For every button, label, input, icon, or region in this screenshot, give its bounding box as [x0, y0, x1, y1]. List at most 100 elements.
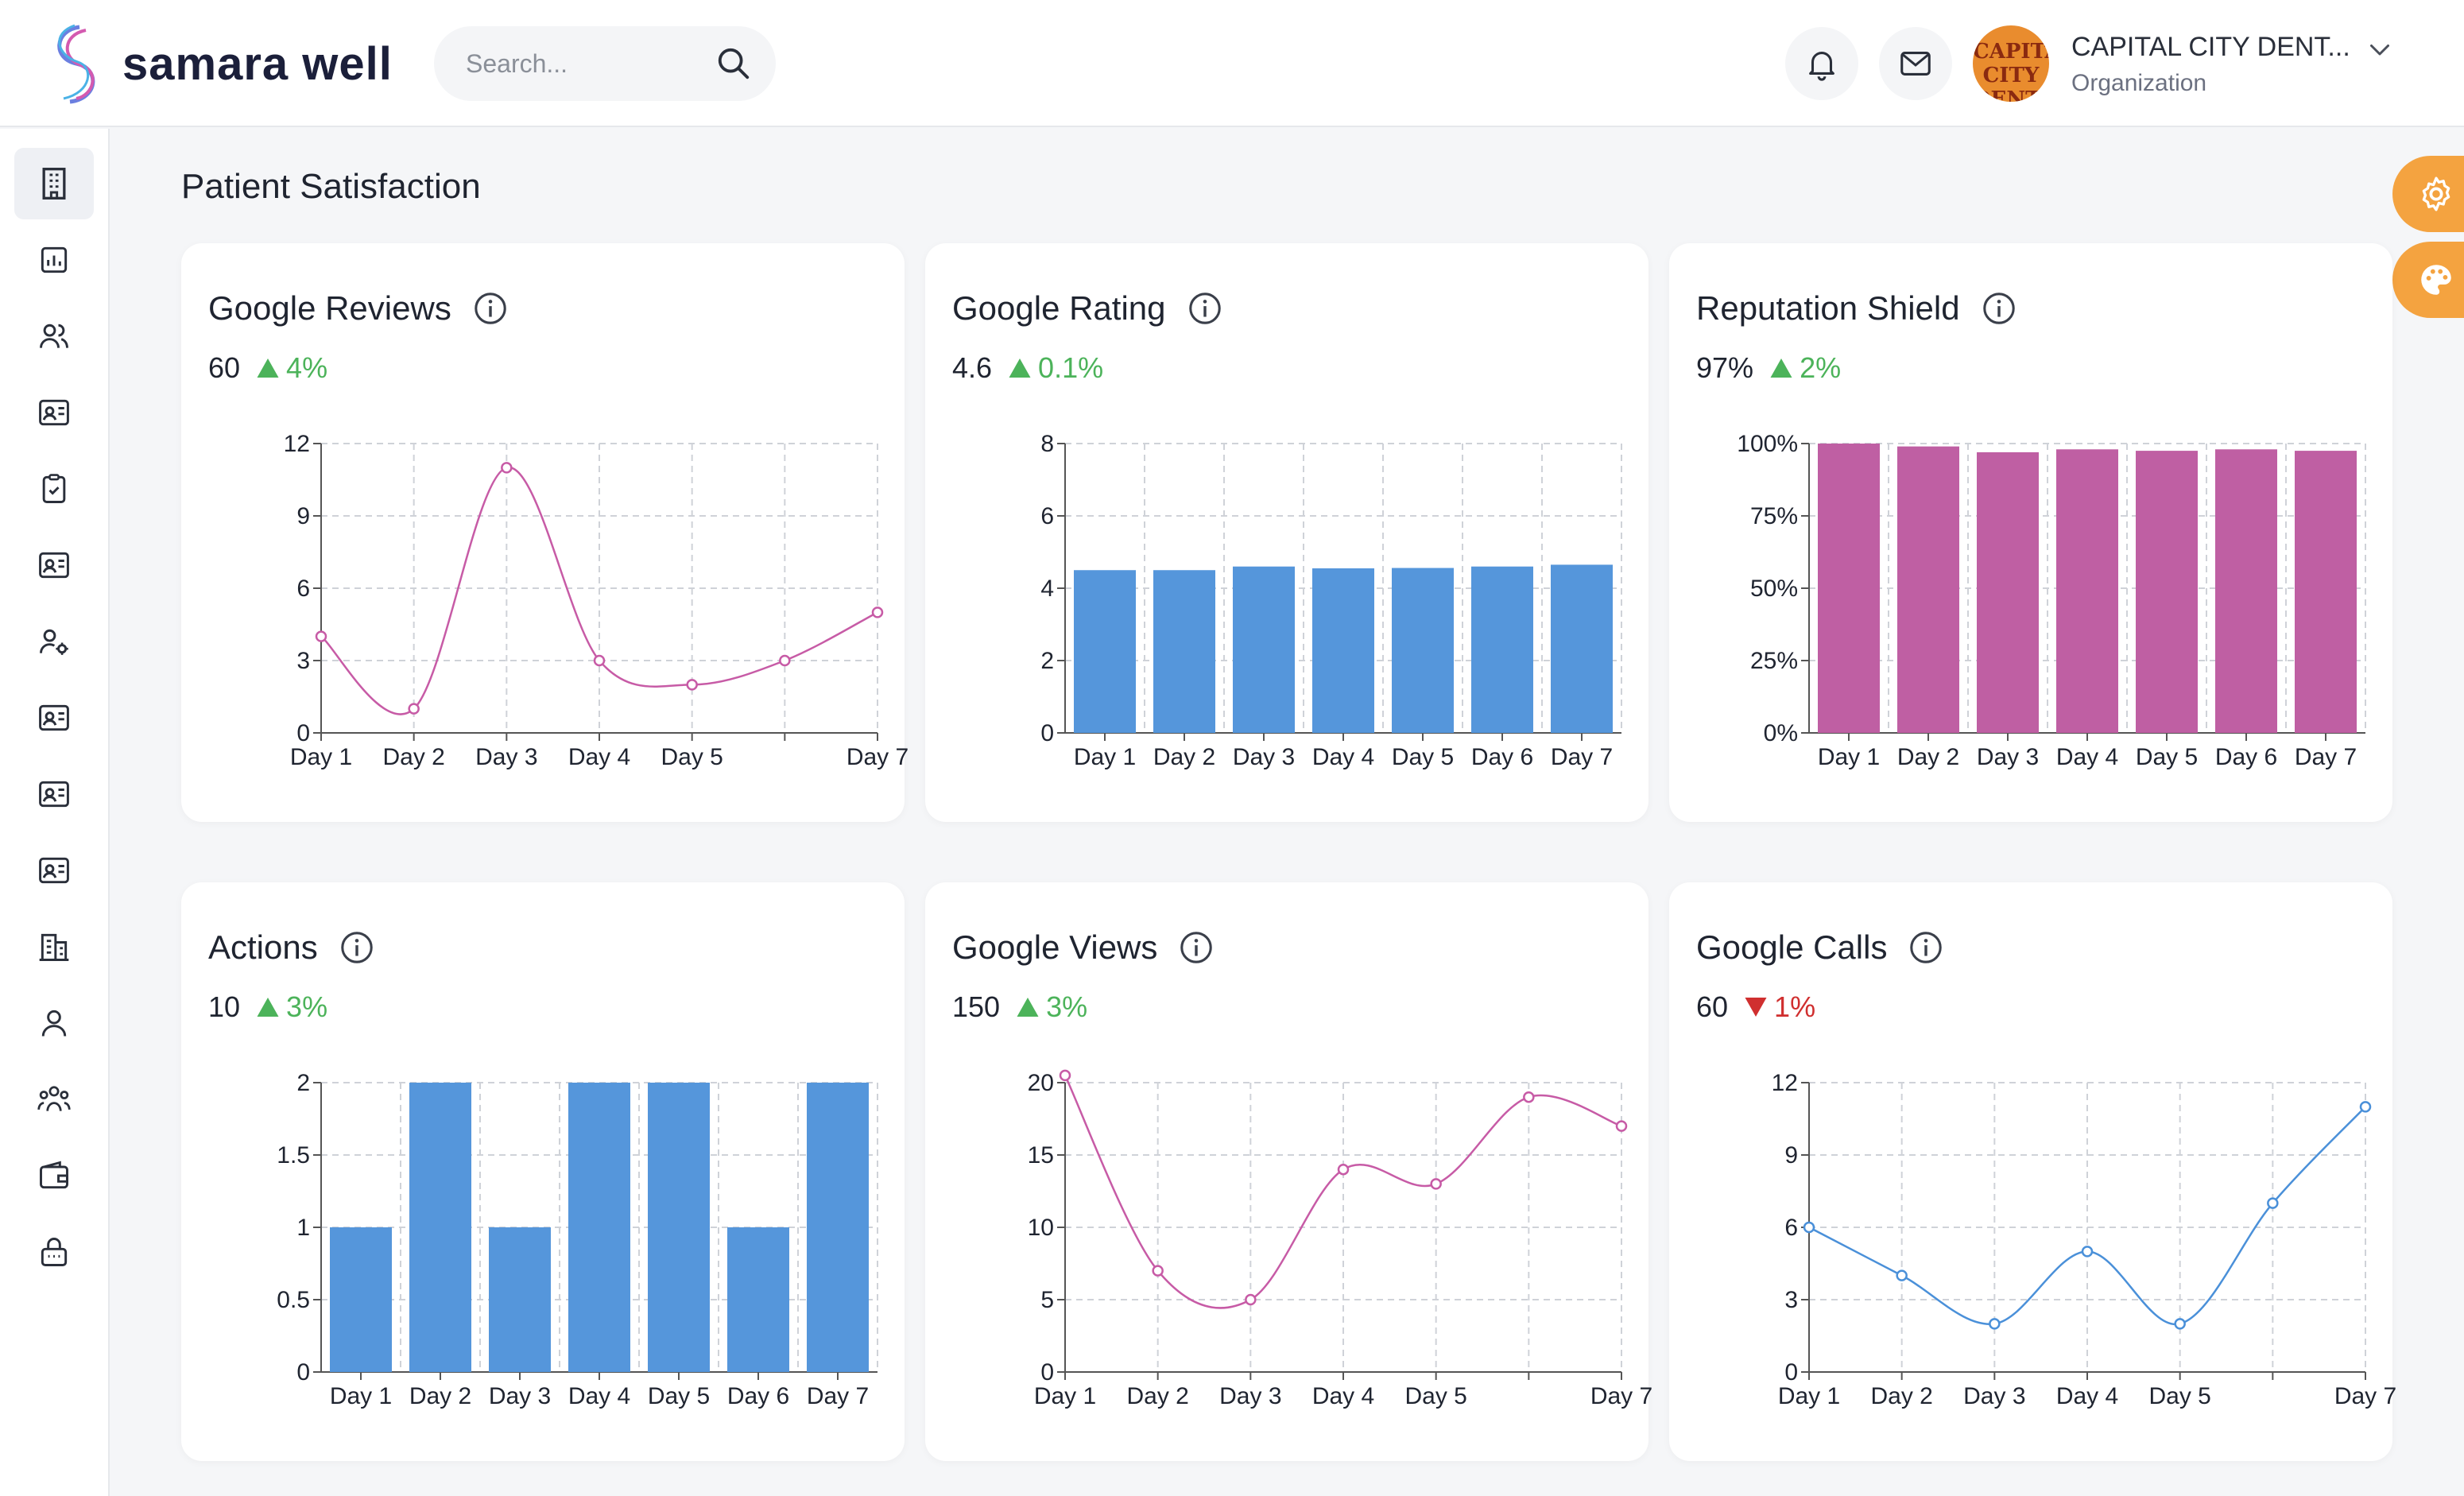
brand-swirl-icon [57, 24, 95, 104]
y-tick-label: 0.5 [277, 1287, 310, 1313]
x-tick-label: Day 5 [1404, 1383, 1466, 1409]
x-tick-label: Day 2 [1870, 1383, 1932, 1409]
chart-svg: 0% 25% 50% 75% 100% Day 1 Day 2 Day 3 Day 4 Day 5… [1737, 431, 2366, 770]
sidebar-item-secure[interactable] [14, 1216, 94, 1288]
chart-svg: 0 2 4 6 8 Day 1 Day 2 Day 3 Day 4 Day 5 Day 6 Day 7 [1040, 431, 1622, 770]
x-tick-label: Day 4 [2056, 1383, 2118, 1409]
bar [1312, 568, 1374, 733]
bar [1977, 452, 2039, 733]
y-tick-label: 4 [1040, 576, 1054, 602]
bar [648, 1083, 710, 1372]
chart-reputation-shield: 0% 25% 50% 75% 100% Day 1 Day 2 Day 3 Day 4 Day 5… [1669, 410, 2392, 824]
data-point [686, 679, 698, 691]
chart-google-views: 0 5 10 15 20 Day 1 Day 2 Day 3 Day 4 Day 5 Day 7 [925, 1049, 1652, 1463]
info-icon[interactable] [1908, 929, 1944, 966]
settings-float-button[interactable] [2392, 156, 2464, 232]
notifications-button[interactable] [1785, 27, 1858, 100]
data-point [2174, 1318, 2186, 1330]
sidebar-item-building[interactable] [14, 148, 94, 219]
bar [1471, 566, 1533, 733]
sidebar-item-offices[interactable] [14, 911, 94, 982]
organization-avatar[interactable]: CAPITAL CITY DENTAL [1973, 25, 2049, 102]
user-icon [41, 1010, 67, 1037]
x-tick-label: Day 1 [290, 744, 352, 770]
x-tick-label: Day 3 [1219, 1383, 1281, 1409]
data-point [501, 462, 513, 474]
x-tick-label: Day 3 [475, 744, 537, 770]
sidebar-item-users[interactable] [14, 300, 94, 372]
wallet-icon [40, 1161, 68, 1189]
x-tick-label: Day 2 [1126, 1383, 1188, 1409]
data-point [2267, 1197, 2279, 1209]
y-tick-label: 50% [1750, 576, 1798, 602]
bar [2136, 451, 2198, 733]
x-tick-label: Day 2 [1153, 744, 1215, 770]
organization-name[interactable]: CAPITAL CITY DENT... [2071, 32, 2350, 62]
sidebar-item-contacts-4[interactable] [14, 758, 94, 830]
info-icon[interactable] [472, 290, 509, 327]
brand-name: samara well [122, 37, 393, 90]
card-title: Google Reviews [208, 289, 509, 327]
page-title: Patient Satisfaction [181, 167, 481, 206]
y-tick-label: 9 [1784, 1142, 1798, 1169]
contact-card-icon [39, 704, 69, 731]
sidebar-item-team[interactable] [14, 1064, 94, 1135]
search-input[interactable] [466, 26, 720, 101]
card-title-text: Reputation Shield [1696, 289, 1960, 327]
y-tick-label: 0 [296, 1359, 310, 1386]
info-icon[interactable] [339, 929, 375, 966]
x-tick-label: Day 7 [2334, 1383, 2396, 1409]
bar [2056, 449, 2118, 733]
info-icon[interactable] [1187, 290, 1223, 327]
y-tick-label: 3 [296, 648, 310, 674]
metric-change: 0.1% [1038, 351, 1104, 384]
search-icon[interactable] [715, 45, 752, 82]
x-tick-label: Day 5 [661, 744, 723, 770]
chevron-down-icon[interactable] [2365, 35, 2394, 64]
sidebar-item-contacts-2[interactable] [14, 529, 94, 601]
sidebar-item-profile[interactable] [14, 987, 94, 1059]
x-tick-label: Day 2 [409, 1383, 471, 1409]
y-tick-label: 12 [284, 431, 310, 457]
x-tick-label: Day 6 [1471, 744, 1533, 770]
bar-chart-icon [41, 246, 68, 273]
sidebar-item-wallet[interactable] [14, 1140, 94, 1211]
bar [409, 1083, 471, 1372]
brand-logo[interactable]: samara well [48, 16, 393, 111]
x-tick-label: Day 1 [1074, 744, 1136, 770]
bar [1551, 564, 1613, 733]
x-tick-label: Day 2 [1897, 744, 1959, 770]
metric-change: 3% [1046, 990, 1088, 1023]
chart-google-rating: 0 2 4 6 8 Day 1 Day 2 Day 3 Day 4 Day 5 Day 6 Day 7 [925, 410, 1648, 824]
info-icon[interactable] [1178, 929, 1215, 966]
sidebar-item-analytics[interactable] [14, 224, 94, 296]
sidebar-item-user-settings[interactable] [14, 606, 94, 677]
card-metric: 4.6 0.1% [952, 351, 1103, 385]
data-point [779, 654, 791, 667]
x-tick-label: Day 5 [2148, 1383, 2210, 1409]
trend-up-icon [1770, 358, 1792, 378]
bar [2215, 449, 2277, 733]
sidebar-item-tasks[interactable] [14, 453, 94, 525]
sidebar-item-contacts-3[interactable] [14, 682, 94, 754]
x-tick-label: Day 6 [2215, 744, 2277, 770]
messages-button[interactable] [1879, 27, 1952, 100]
data-point [1615, 1120, 1628, 1132]
x-tick-label: Day 1 [330, 1383, 392, 1409]
x-tick-label: Day 3 [489, 1383, 551, 1409]
data-point [2359, 1101, 2372, 1113]
data-point [1059, 1069, 1071, 1082]
theme-float-button[interactable] [2392, 242, 2464, 318]
y-tick-label: 0 [1784, 1359, 1798, 1386]
info-icon[interactable] [1981, 290, 2017, 327]
series-line [1063, 1075, 1622, 1309]
sidebar-item-contacts-1[interactable] [14, 377, 94, 448]
clipboard-check-icon [42, 474, 66, 503]
top-header: samara well CAPITAL CITY DENTAL CAPITAL … [0, 0, 2464, 127]
y-tick-label: 6 [1040, 503, 1054, 529]
data-point [2081, 1246, 2094, 1258]
sidebar-item-contacts-5[interactable] [14, 835, 94, 906]
y-tick-label: 20 [1028, 1070, 1054, 1096]
x-tick-label: Day 7 [1590, 1383, 1652, 1409]
chart-svg: 0 0.5 1 1.5 2 Day 1 Day 2 Day 3 Day 4 Day 5 Day 6 D… [277, 1070, 878, 1409]
